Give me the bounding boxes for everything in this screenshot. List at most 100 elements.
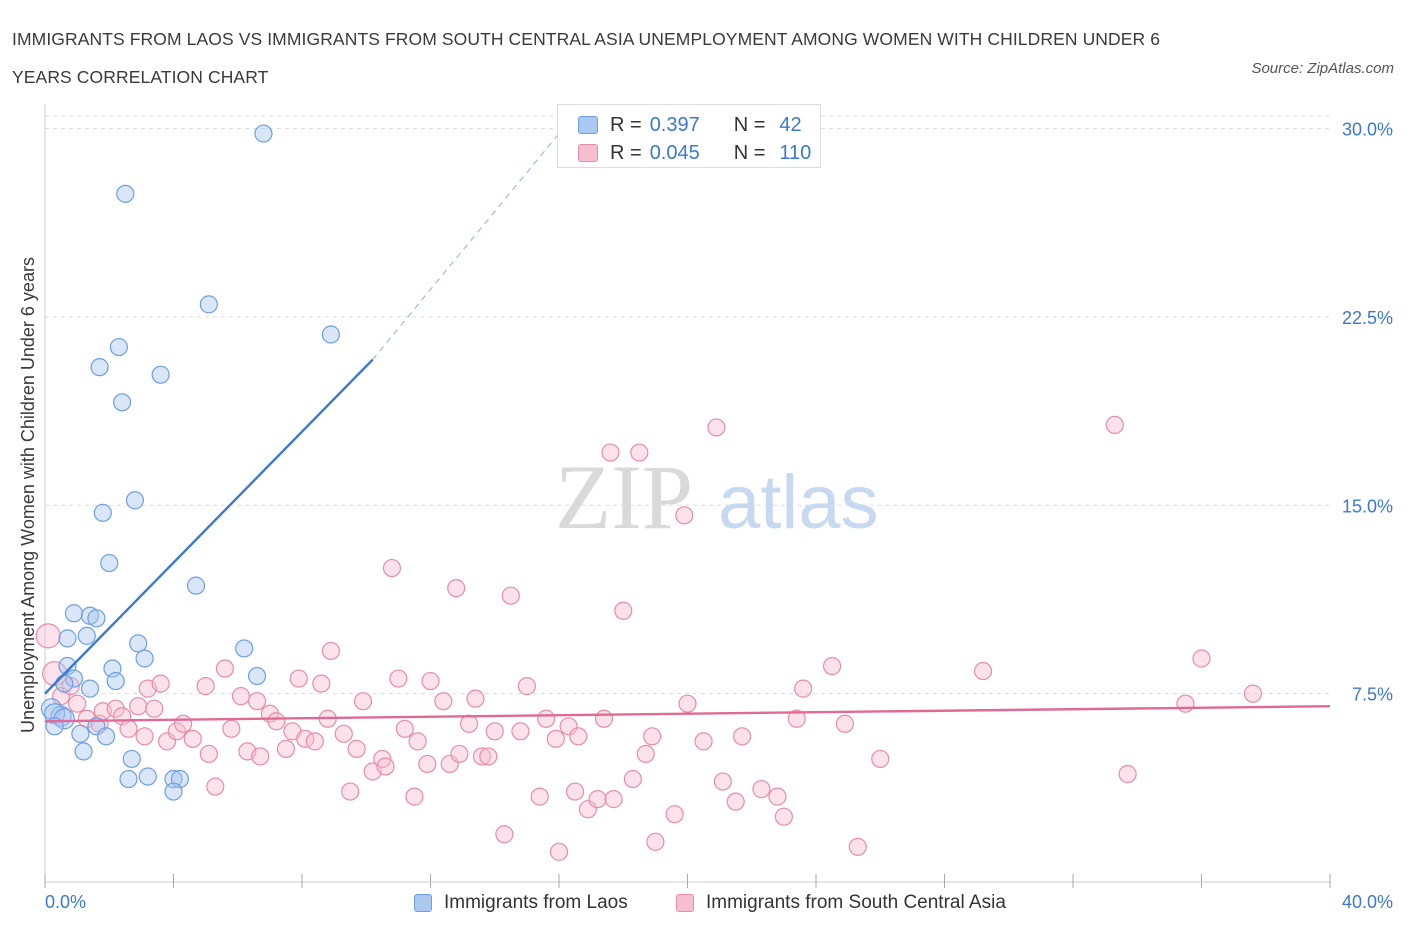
sca-point	[822, 656, 842, 676]
stats-row-laos: R = 0.397 N = 42	[578, 111, 802, 139]
sca-point	[604, 790, 623, 809]
r-label: R =	[610, 113, 642, 136]
x-tick-label: 40.0%	[1342, 892, 1393, 912]
sca-point	[405, 787, 424, 806]
sca-point	[726, 792, 745, 811]
sca-point	[787, 709, 806, 728]
sca-point	[334, 724, 353, 743]
sca-point	[601, 443, 620, 462]
laos-point	[119, 769, 138, 789]
sca-point	[665, 805, 684, 824]
sca-point	[768, 787, 787, 806]
laos-point	[138, 767, 157, 786]
watermark-zip: ZIP	[555, 446, 693, 548]
laos-point	[186, 576, 206, 595]
stats-row-sca: R = 0.045 N = 110	[578, 139, 811, 167]
sca-swatch	[676, 894, 694, 912]
sca-point	[588, 790, 607, 809]
sca-point	[321, 641, 341, 661]
laos-point	[55, 674, 74, 693]
sca-point	[835, 714, 855, 733]
sca-point	[537, 709, 556, 728]
sca-point	[646, 832, 665, 851]
y-axis-label: Unemployment Among Women with Children U…	[18, 257, 38, 733]
sca-point	[707, 418, 726, 437]
laos-point	[87, 609, 106, 628]
sca-point	[347, 739, 366, 758]
laos-point	[53, 708, 75, 730]
sca-point	[973, 661, 993, 681]
sca-point	[196, 677, 215, 696]
laos-point	[64, 669, 84, 688]
sca-point	[713, 772, 732, 791]
laos-point	[321, 325, 341, 344]
sca-point	[1192, 649, 1211, 668]
laos-point	[64, 604, 84, 623]
laos-point	[71, 724, 90, 743]
y-tick-label: 15.0%	[1342, 496, 1393, 516]
trend-lines	[44, 133, 1331, 723]
sca-point	[501, 586, 520, 605]
sca-swatch	[578, 144, 598, 162]
grid-lines	[45, 115, 1330, 695]
sca-point	[733, 727, 752, 746]
sca-point	[569, 727, 588, 746]
sca-point	[848, 837, 867, 856]
sca-point	[408, 732, 427, 751]
sca-point	[636, 744, 655, 764]
sca-point	[675, 506, 694, 525]
sca-point	[871, 749, 890, 769]
sca-point	[206, 777, 225, 796]
sca-point	[382, 558, 402, 578]
laos-point	[116, 184, 135, 203]
laos-point	[254, 124, 273, 143]
laos-point	[58, 629, 77, 648]
sca-point	[145, 699, 164, 718]
sca-point	[630, 443, 649, 462]
laos-point	[247, 666, 267, 686]
laos-point	[129, 634, 148, 653]
series-legend: Immigrants from Laos Immigrants from Sou…	[0, 888, 1406, 918]
legend-item-sca[interactable]: Immigrants from South Central Asia	[676, 892, 1006, 914]
sca-point	[1176, 694, 1195, 713]
laos-point	[74, 742, 93, 761]
sca-point	[35, 623, 61, 649]
sca-point	[289, 669, 308, 688]
laos-point	[199, 295, 218, 314]
sca-point	[312, 674, 331, 693]
sca-point	[459, 714, 479, 733]
stats-legend: R = 0.397 N = 42 R = 0.045 N = 110	[557, 104, 821, 168]
laos-point	[80, 679, 100, 698]
r-value: 0.397	[649, 113, 700, 136]
r-value: 0.045	[649, 141, 700, 164]
sca-point	[247, 692, 267, 711]
y-tick-labels: 7.5% 15.0% 22.5% 30.0%	[1342, 120, 1393, 705]
legend-label-sca: Immigrants from South Central Asia	[706, 892, 1006, 913]
sca-point	[694, 732, 713, 751]
sca-point	[418, 754, 437, 774]
chart-title: IMMIGRANTS FROM LAOS VS IMMIGRANTS FROM …	[12, 29, 1161, 87]
sca-point	[376, 757, 395, 776]
n-label: N =	[733, 113, 766, 136]
y-tick-label: 22.5%	[1342, 308, 1393, 328]
laos-point	[235, 639, 254, 658]
y-tick-label: 30.0%	[1342, 120, 1393, 140]
legend-item-laos[interactable]: Immigrants from Laos	[414, 892, 628, 914]
laos-point	[135, 649, 154, 668]
sca-point	[305, 732, 324, 751]
sca-point	[495, 825, 514, 844]
sca-point	[276, 739, 296, 758]
sca-point	[447, 579, 466, 598]
series-laos	[40, 124, 341, 801]
laos-point	[93, 503, 112, 522]
laos-point	[125, 491, 145, 510]
sca-point	[251, 747, 270, 766]
sca-point	[231, 687, 251, 706]
sca-point	[167, 722, 186, 741]
sca-point	[565, 782, 585, 801]
sca-point	[774, 807, 793, 826]
sca-point	[389, 669, 408, 688]
sca-point	[341, 782, 360, 801]
y-tick-label: 7.5%	[1352, 685, 1393, 705]
n-value: 42	[779, 113, 802, 136]
